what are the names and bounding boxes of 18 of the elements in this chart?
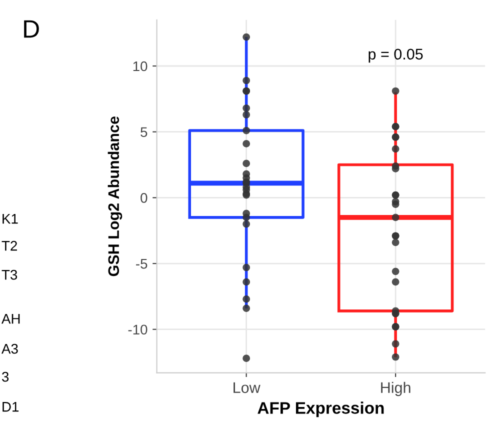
text: A3 bbox=[2, 344, 18, 354]
text: D bbox=[24, 20, 39, 38]
y-tick-label: -5 bbox=[136, 259, 148, 269]
y-tick-label: 0 bbox=[140, 193, 148, 203]
text: 3 bbox=[2, 372, 9, 382]
text: D1 bbox=[2, 402, 19, 412]
x-tick-label: Low bbox=[234, 382, 260, 394]
text: AH bbox=[2, 314, 20, 324]
text: K1 bbox=[2, 214, 18, 224]
text: T3 bbox=[2, 270, 18, 280]
annotation: p = 0.05 bbox=[368, 48, 423, 63]
x-axis-title: AFP Expression bbox=[258, 402, 384, 418]
y-tick-label: 10 bbox=[133, 61, 148, 72]
y-axis-title: GSH Log2 Abundance bbox=[108, 116, 122, 276]
x-tick-label: High bbox=[381, 382, 410, 396]
text: T2 bbox=[2, 240, 17, 251]
y-tick-label: -10 bbox=[128, 324, 148, 335]
y-tick-label: 5 bbox=[140, 127, 148, 138]
